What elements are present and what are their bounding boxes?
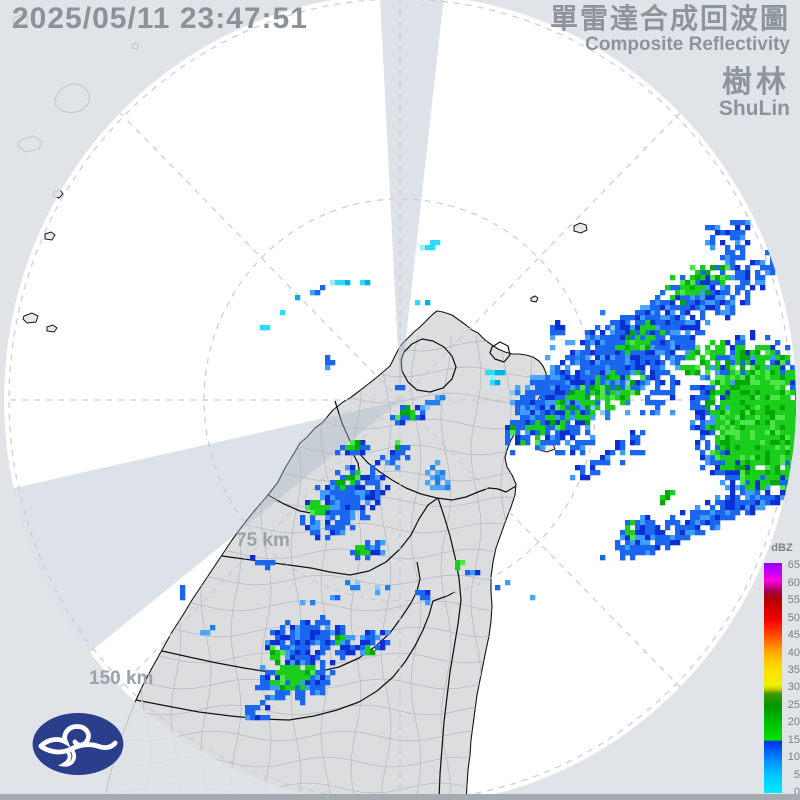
dbz-tick-40: 40 <box>787 646 800 659</box>
dbz-tick-25: 25 <box>787 698 800 711</box>
dbz-tick-30: 30 <box>787 681 800 694</box>
taiwan-coastline <box>104 310 548 800</box>
dbz-tick-65: 65 <box>787 559 800 572</box>
dbz-tick-0: 0 <box>793 786 800 798</box>
dbz-tick-45: 45 <box>787 629 800 642</box>
southwest-blocked-sector <box>4 401 400 728</box>
timestamp: 2025/05/11 23:47:51 <box>12 2 308 35</box>
bottom-strip <box>0 794 800 800</box>
station-name-en: ShuLin <box>718 96 790 120</box>
precipitation-echoes <box>180 220 796 721</box>
title-block: 單雷達合成回波圖 Composite Reflectivity 樹林 ShuLi… <box>549 3 790 120</box>
dbz-tick-5: 5 <box>793 768 800 781</box>
dbz-tick-60: 60 <box>787 576 800 589</box>
range-ring-label-75km: 75 km <box>236 530 290 551</box>
blocked-sectors <box>4 0 444 728</box>
cwb-logo-swirl <box>38 724 118 767</box>
dbz-tick-10: 10 <box>787 751 800 764</box>
north-blocked-sector <box>380 0 444 392</box>
dbz-colorbar <box>764 563 782 793</box>
product-title-en: Composite Reflectivity <box>585 33 790 55</box>
dbz-tick-50: 50 <box>787 611 800 624</box>
dbz-tick-35: 35 <box>787 664 800 677</box>
cwb-logo <box>32 713 124 775</box>
product-title-zh: 單雷達合成回波圖 <box>549 3 790 34</box>
dbz-tick-15: 15 <box>787 733 800 746</box>
station-name-zh: 樹林 <box>722 65 790 99</box>
dbz-tick-20: 20 <box>787 716 800 729</box>
dbz-unit-label: dBZ <box>771 542 793 554</box>
dbz-tick-55: 55 <box>787 594 800 607</box>
range-ring-label-150km: 150 km <box>89 668 154 689</box>
